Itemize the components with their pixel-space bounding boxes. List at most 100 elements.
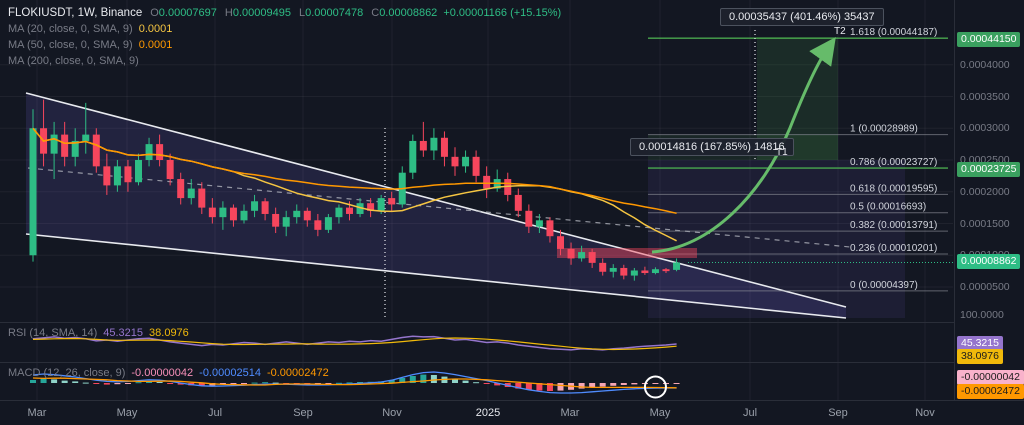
- macd-histogram-bar: [589, 383, 596, 388]
- macd-histogram-bar: [357, 382, 364, 383]
- macd-histogram-bar: [525, 383, 532, 390]
- candle-body: [240, 210, 248, 221]
- macd-histogram-bar: [103, 383, 110, 385]
- candle-body: [71, 140, 79, 157]
- price-tick: 0.0004000: [960, 58, 1010, 71]
- macd-histogram-bar: [462, 380, 469, 383]
- macd-badge: -0.00002472: [957, 384, 1024, 399]
- candle-body: [314, 220, 322, 230]
- low-value: 0.00007478: [305, 7, 364, 19]
- candle-body: [219, 207, 227, 218]
- fib-price-badge: 0.00023725: [957, 162, 1021, 178]
- rsi-legend[interactable]: RSI (14, SMA, 14) 45.3215 38.0976: [8, 325, 189, 341]
- ma20-label: MA (20, close, 0, SMA, 9): [8, 23, 133, 35]
- macd-histogram-bar: [72, 381, 79, 383]
- candles: [29, 99, 681, 281]
- candle-body: [208, 207, 216, 218]
- macd-signal-line: [32, 377, 677, 389]
- rsi-line: [32, 335, 677, 351]
- macd-histogram-bar: [483, 383, 490, 384]
- symbol-row[interactable]: FLOKIUSDT, 1W, Binance O0.00007697 H0.00…: [8, 5, 561, 21]
- ma20-row[interactable]: MA (20, close, 0, SMA, 9) 0.0001: [8, 21, 561, 37]
- ma50-line: [32, 127, 677, 215]
- ma50-label: MA (50, close, 0, SMA, 9): [8, 39, 133, 51]
- macd-histogram-bar: [82, 382, 89, 384]
- symbol-title[interactable]: FLOKIUSDT, 1W, Binance: [8, 7, 143, 19]
- candle-body: [367, 203, 375, 211]
- candle-body: [50, 134, 58, 154]
- time-label: Sep: [828, 407, 848, 419]
- macd-histogram-bar: [241, 383, 247, 384]
- candle-body: [377, 198, 385, 211]
- candle-body: [514, 194, 522, 211]
- macd-line: [32, 371, 677, 394]
- macd-histogram-bar: [599, 383, 606, 387]
- candle-body: [124, 166, 132, 183]
- rsi-badge: 38.0976: [957, 349, 1003, 364]
- macd-signal-value: -0.00002472: [266, 367, 329, 379]
- macd-cross-highlight-circle: [643, 375, 667, 399]
- macd-histogram-bar: [198, 383, 205, 386]
- macd-histogram-bar: [494, 383, 501, 386]
- target-price-box-t2[interactable]: 0.00035437 (401.46%) 35437: [720, 8, 884, 26]
- time-label: Jul: [742, 407, 758, 419]
- time-label: Mar: [560, 407, 580, 419]
- rsi-sma-line: [32, 337, 677, 351]
- close-value: 0.00008862: [379, 7, 438, 19]
- candle-body: [103, 166, 111, 186]
- open-label: O: [150, 7, 159, 19]
- candle-body: [599, 262, 607, 272]
- candle-body: [303, 210, 311, 221]
- fib-level-label: 1.618 (0.00044187): [850, 27, 937, 38]
- fib-level-label: 0 (0.00004397): [850, 280, 918, 291]
- candle-body: [535, 220, 543, 227]
- candle-body: [630, 270, 638, 276]
- fib-price-badge: 0.00044150: [957, 32, 1021, 48]
- macd-histogram-bar: [652, 383, 659, 384]
- macd-histogram-bar: [124, 383, 131, 384]
- channel-midline-dashed: [27, 167, 851, 248]
- macd-histogram-bar: [673, 383, 680, 384]
- macd-label: MACD (12, 26, close, 9): [8, 367, 126, 379]
- price-axis[interactable]: 0.0004000 0.0003500 0.0003000 0.0002500 0.00…: [954, 0, 1024, 400]
- macd-histogram-bar: [631, 383, 638, 385]
- candle-body: [135, 160, 142, 183]
- candle-body: [113, 166, 121, 186]
- fib-level-label: 1 (0.00028989): [850, 124, 918, 135]
- candle-body: [156, 144, 164, 160]
- macd-legend[interactable]: MACD (12, 26, close, 9) -0.00000042 -0.0…: [8, 365, 329, 381]
- target-price-box-t1[interactable]: 0.00014816 (167.85%) 14816: [630, 138, 794, 156]
- macd-histogram-bar: [146, 381, 153, 383]
- candle-body: [346, 207, 353, 214]
- macd-histogram-bar: [156, 382, 163, 383]
- candle-body: [419, 140, 427, 151]
- channel-lower-line: [25, 233, 847, 319]
- candle-body: [335, 207, 343, 218]
- ma200-row[interactable]: MA (200, close, 0, SMA, 9): [8, 53, 561, 69]
- candle-body: [282, 217, 290, 227]
- candle-body: [166, 160, 174, 180]
- ma50-row[interactable]: MA (50, close, 0, SMA, 9) 0.0001: [8, 37, 561, 53]
- support-zone-band: [557, 248, 697, 258]
- candle-body: [673, 262, 681, 270]
- time-axis[interactable]: Mar May Jul Sep Nov 2025 Mar May Jul Sep Nov: [0, 400, 1024, 425]
- legend-panel: FLOKIUSDT, 1W, Binance O0.00007697 H0.00…: [8, 5, 561, 69]
- rsi-label: RSI (14, SMA, 14): [8, 327, 98, 339]
- price-tick: 0.0001500: [960, 217, 1010, 230]
- macd-histogram-bar: [40, 378, 47, 383]
- time-label: Nov: [915, 407, 935, 419]
- macd-histogram-bar: [430, 375, 437, 383]
- rsi-sma-value: 38.0976: [149, 327, 189, 339]
- fib-level-label: 0.618 (0.00019595): [850, 183, 937, 194]
- ma50-value: 0.0001: [138, 39, 173, 51]
- time-label: May: [116, 407, 138, 419]
- candle-body: [588, 252, 596, 263]
- candle-body: [187, 188, 195, 199]
- candle-body: [293, 210, 301, 218]
- rsi-scale-label: 100.0000: [960, 309, 1004, 321]
- price-tick: 0.0002000: [960, 185, 1010, 198]
- rsi-badge: 45.3215: [957, 336, 1003, 351]
- macd-histogram-bar: [399, 378, 406, 383]
